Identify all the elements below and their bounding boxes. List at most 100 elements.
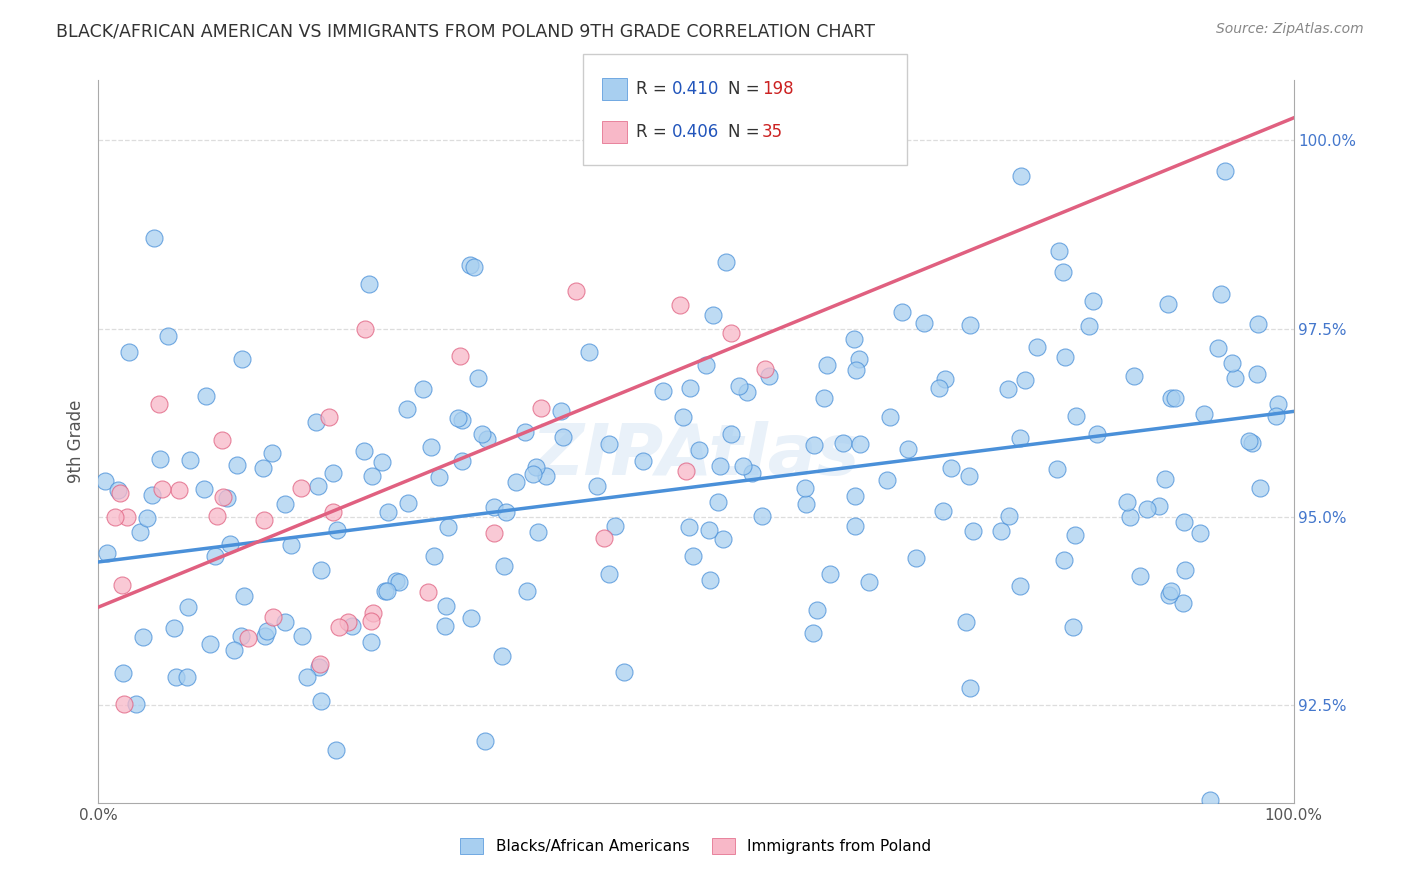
Point [492,558,515,573]
Point [253,513,276,527]
Point [295,670,318,684]
Point [675,464,697,478]
Point [112,697,135,711]
Point [1116,495,1139,509]
Point [1085,426,1108,441]
Point [806,603,828,617]
Point [322,466,344,480]
Point [211,433,233,447]
Point [1129,569,1152,583]
Point [212,490,235,504]
Point [1160,584,1182,599]
Point [849,437,872,451]
Point [204,549,226,563]
Point [1173,515,1195,529]
Point [118,345,141,359]
Point [813,391,835,405]
Point [322,504,344,518]
Point [815,358,838,372]
Point [534,469,557,483]
Point [1237,434,1260,449]
Legend: Blacks/African Americans, Immigrants from Poland: Blacks/African Americans, Immigrants fro… [454,832,938,860]
Point [217,491,239,506]
Point [219,537,242,551]
Point [395,402,418,417]
Point [360,614,382,628]
Point [150,483,173,497]
Point [354,322,377,336]
Point [388,574,411,589]
Point [586,479,609,493]
Point [758,369,780,384]
Point [193,482,215,496]
Text: Source: ZipAtlas.com: Source: ZipAtlas.com [1216,22,1364,37]
Point [418,584,440,599]
Point [305,415,328,429]
Text: R =: R = [636,80,672,98]
Point [939,461,962,475]
Point [115,509,138,524]
Point [997,509,1019,524]
Point [897,442,920,456]
Point [1119,510,1142,524]
Point [932,503,955,517]
Point [163,621,186,635]
Point [842,332,865,346]
Point [262,610,284,624]
Point [280,538,302,552]
Point [1025,340,1047,354]
Point [360,468,382,483]
Point [416,55,439,70]
Point [1014,373,1036,387]
Point [1046,462,1069,476]
Point [613,665,636,680]
Point [311,694,333,708]
Text: 0.410: 0.410 [672,80,720,98]
Point [377,584,399,599]
Point [858,575,880,590]
Point [707,494,730,508]
Point [377,505,399,519]
Y-axis label: 9th Grade: 9th Grade [67,400,86,483]
Point [876,473,898,487]
Point [603,518,626,533]
Point [848,352,870,367]
Point [803,438,825,452]
Point [801,625,824,640]
Point [720,427,742,442]
Point [1157,297,1180,311]
Point [360,635,382,649]
Point [385,574,408,588]
Point [222,642,245,657]
Point [136,511,159,525]
Point [291,629,314,643]
Point [111,665,134,680]
Point [955,615,977,629]
Point [482,525,505,540]
Point [309,657,332,672]
Point [423,549,446,564]
Text: ZIPAtlas: ZIPAtlas [531,422,860,491]
Point [371,455,394,469]
Point [449,349,471,363]
Point [699,574,721,588]
Point [463,260,485,274]
Point [1189,525,1212,540]
Point [412,382,434,396]
Point [451,413,474,427]
Point [550,404,572,418]
Point [832,436,855,450]
Point [1008,579,1031,593]
Text: N =: N = [728,80,765,98]
Point [326,524,349,538]
Point [727,379,749,393]
Point [125,698,148,712]
Point [156,328,179,343]
Point [353,444,375,458]
Point [256,624,278,638]
Text: N =: N = [728,123,765,141]
Point [651,384,673,399]
Point [934,372,956,386]
Point [165,670,187,684]
Point [447,410,470,425]
